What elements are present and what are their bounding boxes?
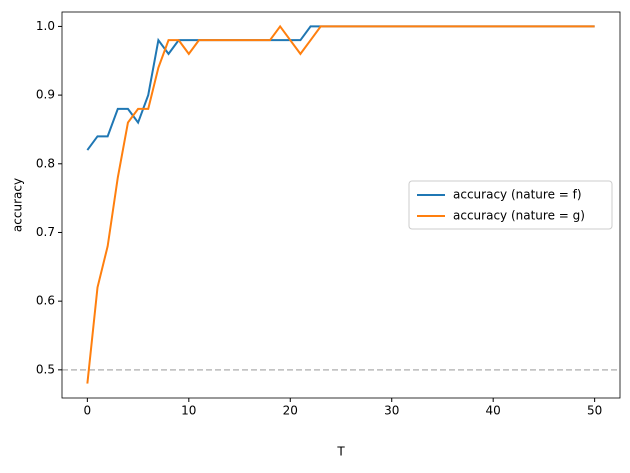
y-tick-label: 1.0	[36, 19, 55, 33]
plot-frame	[61, 11, 621, 399]
x-tick-label: 0	[84, 404, 92, 418]
y-axis-label: accuracy	[11, 178, 25, 232]
y-tick-label: 0.7	[36, 225, 55, 239]
y-tick-label: 0.5	[36, 362, 55, 376]
x-tick-label: 40	[486, 404, 501, 418]
line-series	[86, 24, 595, 384]
y-tick-label: 0.6	[36, 294, 55, 308]
y-tick-label: 0.8	[36, 156, 55, 170]
x-tick-label: 30	[384, 404, 399, 418]
x-tick-label: 20	[283, 404, 298, 418]
line-series	[86, 25, 595, 151]
legend-label: accuracy (nature = f)	[453, 188, 582, 202]
x-axis-label: T	[336, 445, 345, 459]
legend-box	[408, 180, 613, 230]
legend-label: accuracy (nature = g)	[453, 209, 585, 223]
x-tick-label: 10	[181, 404, 196, 418]
y-tick-label: 0.9	[36, 88, 55, 102]
x-tick-label: 50	[587, 404, 602, 418]
